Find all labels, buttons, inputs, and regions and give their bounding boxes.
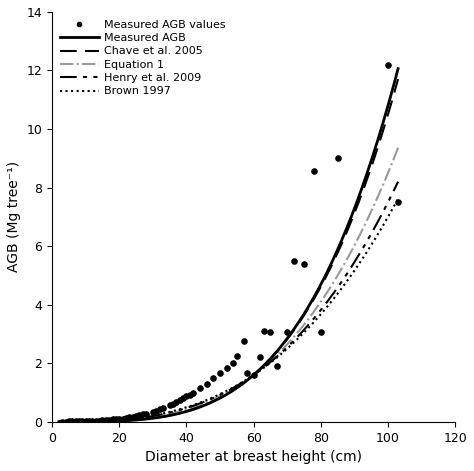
Point (166, 401, 173, 408)
Point (310, 168, 318, 175)
Point (260, 327, 267, 335)
Point (169, 400, 177, 407)
Point (240, 338, 247, 345)
Point (203, 380, 210, 388)
Point (89, 417, 96, 425)
Point (334, 154, 341, 162)
Point (136, 412, 143, 419)
Point (126, 414, 133, 421)
Point (142, 410, 150, 417)
Point (122, 414, 130, 422)
Point (394, 198, 402, 206)
Point (119, 415, 127, 422)
Point (62, 418, 69, 425)
Point (116, 415, 123, 422)
Point (216, 370, 224, 377)
Point (317, 329, 325, 336)
Y-axis label: AGB (Mg tree⁻¹): AGB (Mg tree⁻¹) (7, 161, 21, 272)
Point (149, 408, 157, 415)
Point (190, 389, 197, 396)
Point (68, 418, 76, 425)
Point (139, 411, 146, 418)
Point (92, 417, 100, 424)
Point (384, 61, 392, 68)
Point (99, 416, 106, 424)
Point (196, 384, 204, 392)
Point (72, 418, 80, 425)
Point (182, 392, 190, 400)
Point (109, 416, 116, 423)
Point (105, 416, 113, 423)
Point (256, 354, 264, 361)
Legend: Measured AGB values, Measured AGB, Chave et al. 2005, Equation 1, Henry et al. 2: Measured AGB values, Measured AGB, Chave… (55, 15, 230, 101)
Point (283, 329, 291, 336)
Point (75, 417, 83, 425)
Point (58, 418, 66, 425)
Point (267, 329, 274, 336)
Point (95, 417, 103, 424)
Point (112, 415, 120, 423)
Point (179, 394, 187, 402)
Point (300, 260, 308, 268)
Point (153, 407, 160, 414)
Point (233, 352, 241, 360)
Point (223, 364, 230, 372)
Point (82, 417, 90, 425)
Point (290, 257, 298, 265)
Point (132, 412, 140, 420)
Point (186, 391, 193, 398)
Point (250, 371, 257, 379)
Point (273, 362, 281, 370)
Point (85, 417, 93, 425)
Point (176, 396, 183, 404)
Point (210, 374, 217, 382)
Point (156, 406, 164, 413)
Point (230, 359, 237, 367)
Point (159, 404, 167, 412)
Point (65, 418, 73, 425)
Point (243, 370, 251, 377)
Point (102, 416, 109, 424)
Point (79, 417, 86, 425)
X-axis label: Diameter at breast height (cm): Diameter at breast height (cm) (145, 450, 362, 464)
Point (173, 398, 180, 406)
Point (129, 413, 137, 421)
